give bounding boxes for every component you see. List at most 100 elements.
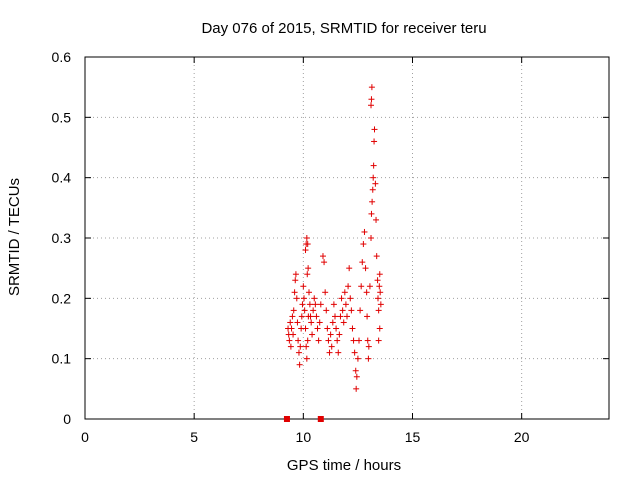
data-point [354,355,361,362]
data-point [310,307,317,314]
data-point [364,337,371,344]
data-point [305,265,312,272]
chart-title: Day 076 of 2015, SRMTID for receiver ter… [201,20,486,37]
data-point [292,271,299,278]
data-point [362,265,369,272]
data-point [365,355,372,362]
data-point [303,355,310,362]
data-point [286,337,293,344]
x-tick-label: 5 [190,429,198,445]
data-point [290,331,297,338]
data-point [306,301,313,308]
data-point [375,295,382,302]
data-point [321,259,328,266]
data-point [291,289,298,296]
data-point [304,337,311,344]
zero-marker [283,416,290,422]
y-tick-label: 0.2 [52,290,72,306]
data-point [290,307,297,314]
data-point [373,216,380,223]
data-point [295,337,302,344]
data-point [344,313,350,320]
data-point [376,325,383,332]
data-point [295,349,302,356]
data-point [374,277,381,284]
data-point [375,307,382,314]
data-point [300,295,307,302]
data-point [333,325,340,332]
data-point [348,307,355,314]
data-point [356,337,363,344]
data-point [294,319,301,326]
data-point [301,307,308,314]
x-axis-label: GPS time / hours [287,457,401,474]
data-point [322,289,329,296]
data-point [297,343,304,350]
axis-ticks [84,56,609,420]
y-tick-label: 0.5 [52,109,72,125]
data-point [342,301,349,308]
data-point [349,325,356,332]
data-point [377,301,384,308]
data-point [376,271,383,278]
data-point [363,289,370,296]
data-point [375,337,382,344]
data-point [303,343,310,350]
data-point [336,331,343,338]
data-point [299,301,306,308]
data-point [329,319,336,326]
data-point [287,319,294,326]
data-point [317,301,324,308]
data-point [302,247,309,254]
y-tick-label: 0.1 [52,351,72,367]
data-point [345,283,352,290]
data-point [365,343,372,350]
y-tick-label: 0.3 [52,230,72,246]
data-point [368,102,375,109]
data-point [296,361,303,368]
x-tick-label: 0 [81,429,89,445]
data-point [340,319,347,326]
data-point [371,126,378,133]
x-tick-label: 15 [405,429,421,445]
data-point [359,259,366,266]
data-point [314,325,321,332]
data-point [304,241,311,248]
data-point [328,343,335,350]
data-point [287,343,294,350]
data-point [360,241,367,248]
data-point [358,283,365,290]
data-point [377,289,384,296]
data-point [364,313,371,320]
data-point [303,235,310,241]
data-point [330,301,337,308]
data-point [313,313,320,320]
data-point [331,313,338,320]
data-point [369,186,376,193]
data-point [306,289,313,296]
data-point [353,373,360,380]
data-point [324,325,331,332]
data-point [304,271,311,278]
data-point [361,228,368,235]
data-point [370,174,377,181]
data-point [334,337,341,344]
data-point [369,198,376,205]
data-point [319,253,326,260]
y-tick-label: 0.6 [52,49,72,65]
data-point [293,295,300,302]
data-point [315,337,322,344]
data-point [325,337,332,344]
data-point [373,253,380,260]
data-point [327,331,334,338]
x-tick-label: 10 [296,429,312,445]
data-point [312,301,319,308]
data-point [289,313,296,320]
data-point [353,385,360,392]
data-point [337,313,344,320]
data-point [351,349,358,356]
data-point [368,96,375,103]
data-point [302,325,309,332]
